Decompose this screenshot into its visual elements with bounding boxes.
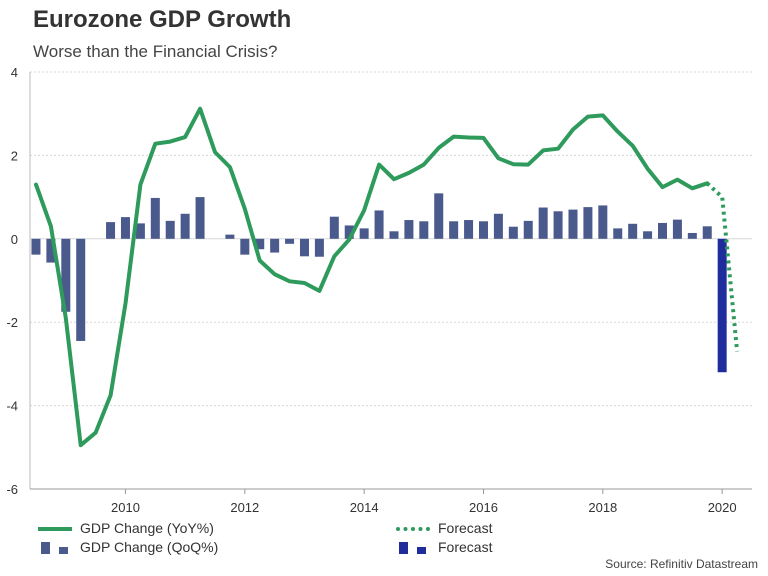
qoq-bar	[314, 238, 324, 257]
x-tick-label: 2016	[469, 500, 498, 515]
qoq-bar	[508, 226, 518, 239]
qoq-bar	[299, 238, 309, 257]
qoq-bar	[270, 238, 280, 253]
qoq-bar	[628, 223, 638, 239]
qoq-bar	[672, 219, 682, 239]
qoq-bar	[106, 222, 116, 239]
chart-title: Eurozone GDP Growth	[33, 6, 292, 33]
x-tick-label: 2020	[708, 500, 737, 515]
legend-swatch-qoq-forecast	[396, 542, 430, 555]
legend-label-qoq: GDP Change (QoQ%)	[80, 539, 219, 555]
qoq-bar	[374, 210, 384, 239]
x-tick-label: 2014	[350, 500, 379, 515]
qoq-bar	[61, 238, 71, 312]
qoq-bar	[643, 231, 653, 239]
legend-swatch-qoq	[38, 542, 72, 555]
qoq-bar	[195, 197, 205, 239]
qoq-bar	[76, 238, 86, 341]
qoq-bar	[225, 234, 235, 239]
yoy-line	[34, 106, 710, 448]
legend-label-yoy-forecast: Forecast	[438, 520, 493, 536]
y-tick-label: 0	[11, 232, 18, 247]
qoq-bar	[493, 213, 503, 239]
x-tick-label: 2018	[588, 500, 617, 515]
qoq-bar	[135, 223, 145, 239]
qoq-bar	[568, 209, 578, 239]
qoq-bar	[419, 221, 429, 239]
qoq-bar	[583, 207, 593, 239]
qoq-bar	[657, 222, 667, 239]
qoq-forecast-bar	[717, 238, 727, 373]
x-tick-label: 2010	[111, 500, 140, 515]
chart-subtitle: Worse than the Financial Crisis?	[33, 42, 278, 61]
legend-swatch-yoy-forecast	[396, 527, 430, 532]
qoq-bar	[255, 238, 265, 250]
legend-item-yoy-forecast: Forecast	[396, 520, 492, 536]
qoq-bar	[285, 238, 295, 244]
x-axis-ticks: 2010 2012 2014 2016 2018 2020	[111, 489, 737, 515]
legend-item-qoq-forecast: Forecast	[396, 539, 492, 555]
qoq-bars	[31, 193, 727, 373]
legend-item-yoy: GDP Change (YoY%)	[38, 520, 214, 536]
qoq-bar	[150, 197, 160, 239]
y-tick-label: -6	[6, 482, 18, 497]
legend-label-yoy: GDP Change (YoY%)	[80, 520, 214, 536]
qoq-bar	[687, 232, 697, 239]
qoq-bar	[31, 238, 41, 255]
qoq-bar	[46, 238, 56, 263]
qoq-bar	[404, 220, 414, 239]
qoq-bar	[553, 211, 563, 239]
y-axis-ticks: 4 2 0 -2 -4 -6	[6, 65, 18, 497]
qoq-bar	[120, 217, 130, 239]
gridlines	[29, 71, 752, 490]
y-tick-label: 2	[11, 148, 18, 163]
x-tick-label: 2012	[230, 500, 259, 515]
y-tick-label: -2	[6, 315, 18, 330]
qoq-bar	[389, 231, 399, 239]
qoq-bar	[464, 220, 474, 239]
legend-item-qoq: GDP Change (QoQ%)	[38, 539, 218, 555]
qoq-bar	[598, 205, 608, 239]
qoq-bar	[329, 216, 339, 239]
y-tick-label: 4	[11, 65, 18, 80]
legend-swatch-yoy	[38, 527, 72, 532]
qoq-bar	[613, 228, 623, 239]
source-note: Source: Refinitiv Datastream	[605, 557, 758, 571]
qoq-bar	[359, 228, 369, 239]
qoq-bar	[180, 213, 190, 239]
qoq-bar	[478, 221, 488, 239]
yoy-lines	[34, 106, 740, 448]
qoq-bar	[523, 220, 533, 239]
qoq-bar	[434, 193, 444, 239]
qoq-bar	[165, 220, 175, 239]
qoq-bar	[538, 207, 548, 239]
qoq-bar	[240, 238, 250, 255]
qoq-bar	[449, 221, 459, 239]
qoq-bar	[344, 225, 354, 239]
legend-label-qoq-forecast: Forecast	[438, 539, 493, 555]
qoq-bar	[702, 226, 712, 239]
y-tick-label: -4	[6, 399, 18, 414]
